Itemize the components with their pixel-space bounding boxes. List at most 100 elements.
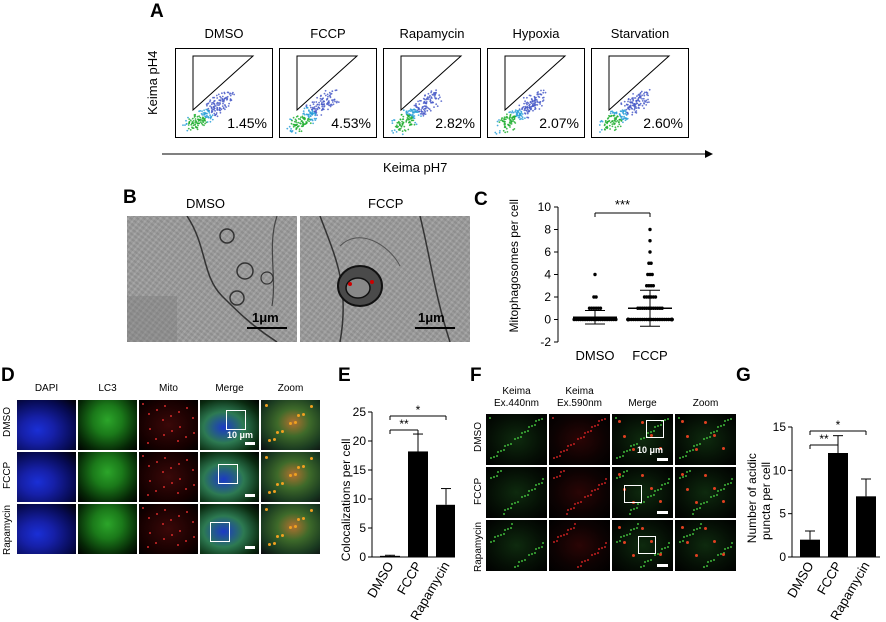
keima-spot: [591, 554, 593, 556]
keima-spot: [507, 528, 509, 530]
keima-spot: [563, 470, 565, 472]
c-ytick-label: 0: [544, 313, 551, 327]
keima-spot: [647, 560, 649, 562]
flow-plot-starvation: 2.60%: [591, 48, 689, 138]
flow-title-fccp: FCCP: [310, 26, 346, 41]
keima-spot: [573, 507, 575, 509]
keima-spot: [584, 432, 586, 434]
ytick-label: 15: [353, 463, 367, 477]
keima-spot: [640, 502, 642, 504]
keima-spot: [689, 534, 691, 536]
mito-spot: [177, 440, 179, 442]
keima-spot: [707, 561, 709, 563]
flow-percentage: 2.82%: [435, 115, 475, 131]
keima-spot: [650, 495, 652, 497]
keima-spot: [500, 470, 502, 472]
panel-label-e: E: [338, 365, 351, 386]
keima-spot: [682, 540, 684, 542]
mito-spot: [142, 403, 144, 405]
panel-f-image: [612, 520, 673, 571]
keima-spot: [643, 437, 645, 439]
keima-spot: [566, 533, 568, 535]
mito-spot: [193, 536, 195, 538]
keima-spot: [626, 534, 628, 536]
keima-spot: [524, 431, 526, 433]
coloc-spot: [294, 421, 297, 424]
keima-spot: [633, 444, 635, 446]
coloc-spot: [281, 534, 284, 537]
keima-spot: [717, 426, 719, 428]
mito-spot: [177, 492, 179, 494]
keima-spot: [587, 431, 589, 433]
c-point: [598, 306, 603, 310]
keima-spot: [580, 437, 582, 439]
mito-spot: [164, 405, 166, 407]
mito-spot: [162, 523, 164, 525]
keima-spot: [650, 431, 652, 433]
c-xtick-label: DMSO: [576, 348, 615, 363]
c-point: [593, 272, 597, 277]
mito-spot: [186, 407, 188, 409]
keima-spot: [713, 495, 715, 497]
keima-spot: [661, 420, 663, 422]
keima-spot: [657, 553, 659, 555]
keima-spot: [504, 445, 506, 447]
acidic-spot: [641, 527, 644, 530]
keima-spot: [560, 535, 562, 537]
keima-spot: [511, 523, 513, 525]
keima-spot: [720, 489, 722, 491]
panel-d-image: [78, 400, 137, 450]
bar-dmso: [380, 555, 400, 557]
keima-spot: [643, 501, 645, 503]
keima-spot: [689, 450, 691, 452]
keima-spot: [517, 565, 519, 567]
flow-plot-rapamycin: 2.82%: [383, 48, 481, 138]
scalebar: [657, 511, 668, 514]
mito-spot: [149, 480, 151, 482]
zoom-box: [638, 536, 656, 554]
keima-spot: [563, 534, 565, 536]
coloc-spot: [294, 525, 297, 528]
panel-label-d: D: [1, 365, 15, 386]
keima-spot: [500, 450, 502, 452]
coloc-spot: [310, 509, 313, 512]
panel-d-column-mito: Mito: [159, 383, 178, 394]
keima-spot: [643, 565, 645, 567]
acidic-spot: [686, 488, 689, 491]
panel-d-column-zoom: Zoom: [277, 383, 304, 394]
keima-spot: [615, 417, 617, 419]
keima-spot: [538, 419, 540, 421]
panel-a-xlabel: Keima pH7: [383, 160, 448, 175]
ytick-label: 25: [353, 405, 367, 419]
coloc-spot: [302, 465, 305, 468]
flow-plot-hypoxia: 2.07%: [487, 48, 585, 138]
keima-spot: [619, 456, 621, 458]
keima-spot: [703, 438, 705, 440]
keima-spot: [667, 418, 669, 420]
acidic-spot: [722, 553, 725, 556]
keima-spot: [629, 513, 631, 515]
coloc-spot: [297, 518, 300, 521]
sig-label: **: [819, 432, 829, 446]
mito-spot: [148, 465, 150, 467]
keima-spot: [577, 566, 579, 568]
mito-spot: [179, 478, 181, 480]
c-point: [649, 261, 653, 265]
panel-f-image: [549, 414, 610, 465]
keima-spot: [577, 502, 579, 504]
keima-spot: [653, 494, 655, 496]
keima-spot: [700, 523, 702, 525]
keima-spot: [667, 546, 669, 548]
acidic-spot: [618, 526, 621, 529]
mito-spot: [186, 459, 188, 461]
keima-spot: [647, 432, 649, 434]
panel-label-g: G: [736, 365, 751, 386]
coloc-spot: [310, 457, 313, 460]
keima-spot: [706, 437, 708, 439]
mito-spot: [192, 469, 194, 471]
keima-spot: [660, 424, 662, 426]
panel-d-column-lc3: LC3: [98, 383, 117, 394]
keima-spot: [644, 561, 646, 563]
panel-f-image: [675, 414, 736, 465]
keima-spot: [692, 449, 694, 451]
